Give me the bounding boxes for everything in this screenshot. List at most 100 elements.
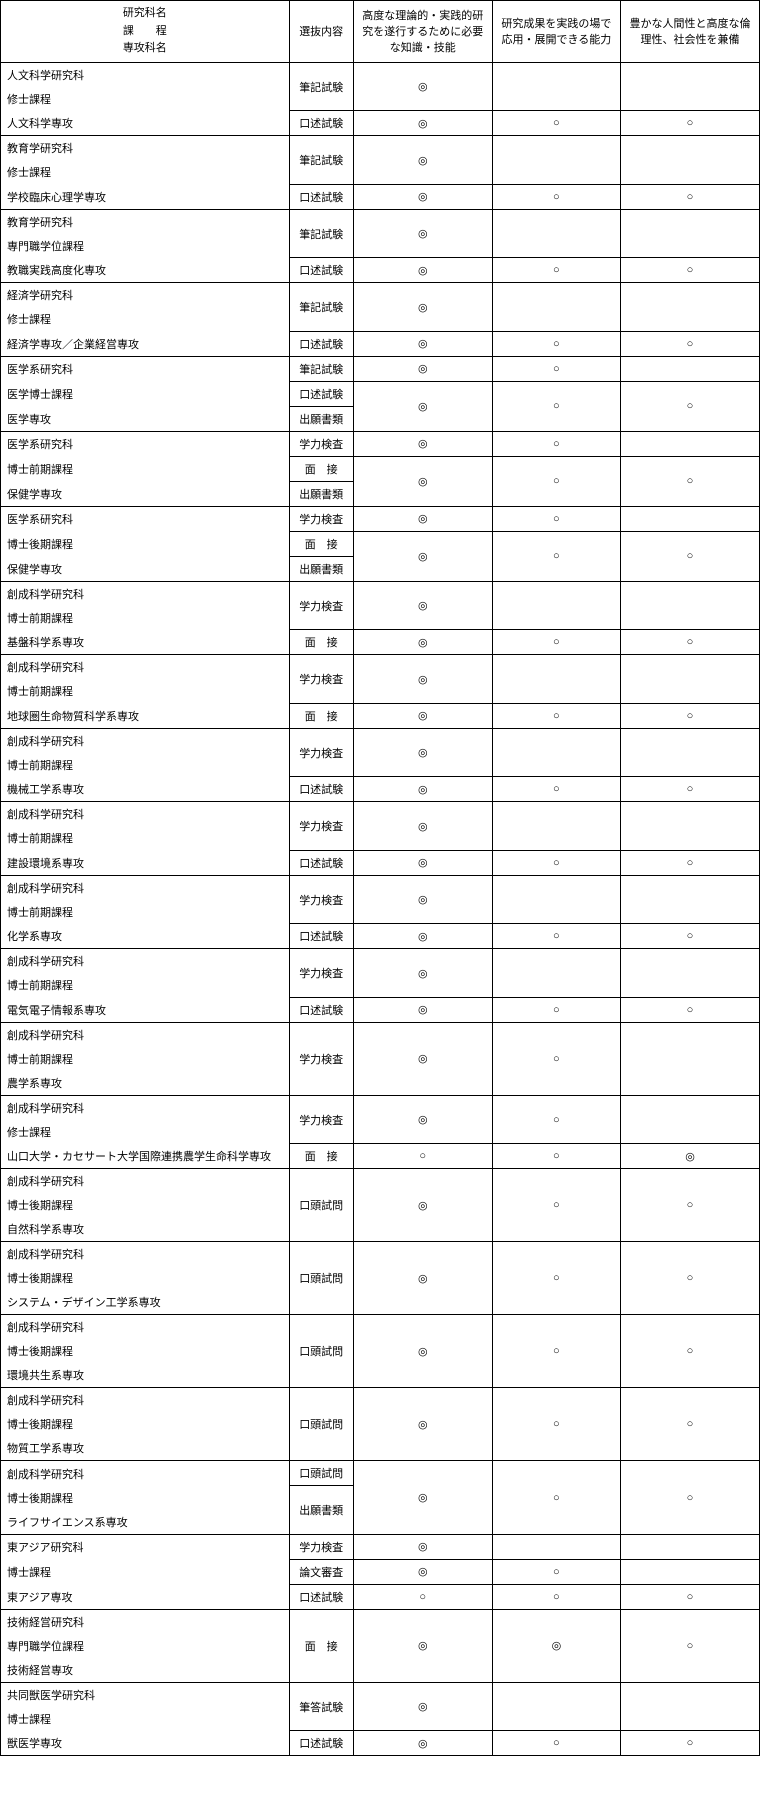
criteria-cell: ○ — [492, 1559, 620, 1584]
selection-method: 面 接 — [289, 630, 353, 655]
criteria-cell: ○ — [492, 1731, 620, 1756]
criteria-cell: ○ — [621, 924, 760, 949]
program-line: 創成科学研究科 — [1, 1169, 290, 1194]
criteria-cell: ◎ — [353, 331, 492, 356]
program-line: 博士前期課程 — [1, 753, 290, 777]
program-line: 修士課程 — [1, 87, 290, 111]
program-line: 建設環境系専攻 — [1, 850, 290, 875]
criteria-cell: ○ — [492, 777, 620, 802]
selection-method: 出願書類 — [289, 406, 353, 431]
criteria-cell — [492, 136, 620, 185]
criteria-cell: ○ — [621, 997, 760, 1022]
selection-method: 筆記試験 — [289, 136, 353, 185]
criteria-cell: ◎ — [353, 1731, 492, 1756]
criteria-cell: ◎ — [621, 1144, 760, 1169]
criteria-cell: ○ — [492, 850, 620, 875]
selection-method: 口述試験 — [289, 997, 353, 1022]
criteria-cell: ○ — [492, 1461, 620, 1535]
program-line: システム・デザイン工学系専攻 — [1, 1290, 290, 1315]
program-line: 自然科学系専攻 — [1, 1217, 290, 1242]
program-line: 教職実践高度化専攻 — [1, 258, 290, 283]
selection-method: 学力検査 — [289, 875, 353, 924]
criteria-cell: ○ — [621, 1609, 760, 1682]
selection-method: 学力検査 — [289, 581, 353, 630]
selection-method: 学力検査 — [289, 431, 353, 456]
selection-method: 口述試験 — [289, 777, 353, 802]
criteria-cell — [621, 728, 760, 777]
criteria-cell: ○ — [492, 1144, 620, 1169]
criteria-cell: ◎ — [353, 850, 492, 875]
criteria-cell: ○ — [492, 111, 620, 136]
selection-method: 筆記試験 — [289, 356, 353, 381]
criteria-cell: ◎ — [353, 802, 492, 851]
selection-method: 口頭試問 — [289, 1461, 353, 1486]
criteria-cell: ○ — [492, 1388, 620, 1461]
program-line: 創成科学研究科 — [1, 802, 290, 827]
criteria-cell: ○ — [621, 531, 760, 581]
program-line: 学校臨床心理学専攻 — [1, 184, 290, 209]
program-line: 創成科学研究科 — [1, 1388, 290, 1413]
selection-method: 学力検査 — [289, 1022, 353, 1095]
criteria-cell: ○ — [621, 184, 760, 209]
selection-method: 口述試験 — [289, 924, 353, 949]
program-line: 経済学研究科 — [1, 283, 290, 308]
criteria-cell: ○ — [621, 1731, 760, 1756]
selection-method: 口述試験 — [289, 111, 353, 136]
criteria-cell — [621, 875, 760, 924]
criteria-cell: ◎ — [353, 1169, 492, 1242]
program-line: 創成科学研究科 — [1, 875, 290, 900]
criteria-cell: ◎ — [353, 703, 492, 728]
program-line: 修士課程 — [1, 1120, 290, 1144]
program-line: 修士課程 — [1, 160, 290, 184]
program-line: 医学系研究科 — [1, 431, 290, 456]
program-line: ライフサイエンス系専攻 — [1, 1510, 290, 1535]
program-line: 博士後期課程 — [1, 1193, 290, 1217]
criteria-cell — [621, 655, 760, 704]
selection-method: 筆記試験 — [289, 209, 353, 258]
program-line: 創成科学研究科 — [1, 1461, 290, 1486]
selection-method: 口頭試問 — [289, 1315, 353, 1388]
selection-method: 筆記試験 — [289, 283, 353, 332]
criteria-cell: ◎ — [353, 630, 492, 655]
selection-method: 口述試験 — [289, 1584, 353, 1609]
criteria-cell: ◎ — [353, 1022, 492, 1095]
selection-method: 出願書類 — [289, 481, 353, 506]
selection-method: 筆記試験 — [289, 62, 353, 111]
criteria-cell: ◎ — [353, 62, 492, 111]
criteria-cell — [621, 283, 760, 332]
criteria-cell: ◎ — [353, 997, 492, 1022]
criteria-cell: ◎ — [353, 356, 492, 381]
criteria-cell: ○ — [621, 331, 760, 356]
program-line: 獣医学専攻 — [1, 1731, 290, 1756]
program-line: 創成科学研究科 — [1, 1022, 290, 1047]
criteria-cell — [621, 1095, 760, 1144]
program-line: 創成科学研究科 — [1, 1315, 290, 1340]
criteria-cell — [621, 802, 760, 851]
criteria-cell: ○ — [492, 630, 620, 655]
criteria-cell — [621, 581, 760, 630]
criteria-cell: ◎ — [353, 209, 492, 258]
program-line: 農学系専攻 — [1, 1071, 290, 1096]
program-line: 創成科学研究科 — [1, 1095, 290, 1120]
program-line: 創成科学研究科 — [1, 1242, 290, 1267]
selection-method: 口頭試問 — [289, 1242, 353, 1315]
program-line: 修士課程 — [1, 307, 290, 331]
criteria-cell: ○ — [492, 1315, 620, 1388]
program-line: 専門職学位課程 — [1, 1634, 290, 1658]
criteria-cell — [621, 1682, 760, 1731]
criteria-cell — [492, 949, 620, 998]
program-line: 東アジア専攻 — [1, 1584, 290, 1609]
program-line: 博士前期課程 — [1, 606, 290, 630]
criteria-cell: ○ — [621, 630, 760, 655]
criteria-cell: ◎ — [353, 456, 492, 506]
program-line: 博士前期課程 — [1, 826, 290, 850]
program-line: 博士後期課程 — [1, 1339, 290, 1363]
program-line: 博士前期課程 — [1, 1047, 290, 1071]
criteria-cell: ◎ — [353, 258, 492, 283]
criteria-cell — [621, 136, 760, 185]
program-line: 保健学専攻 — [1, 556, 290, 581]
selection-method: 面 接 — [289, 456, 353, 481]
criteria-cell — [621, 1534, 760, 1559]
criteria-cell — [621, 506, 760, 531]
criteria-cell: ○ — [621, 1315, 760, 1388]
